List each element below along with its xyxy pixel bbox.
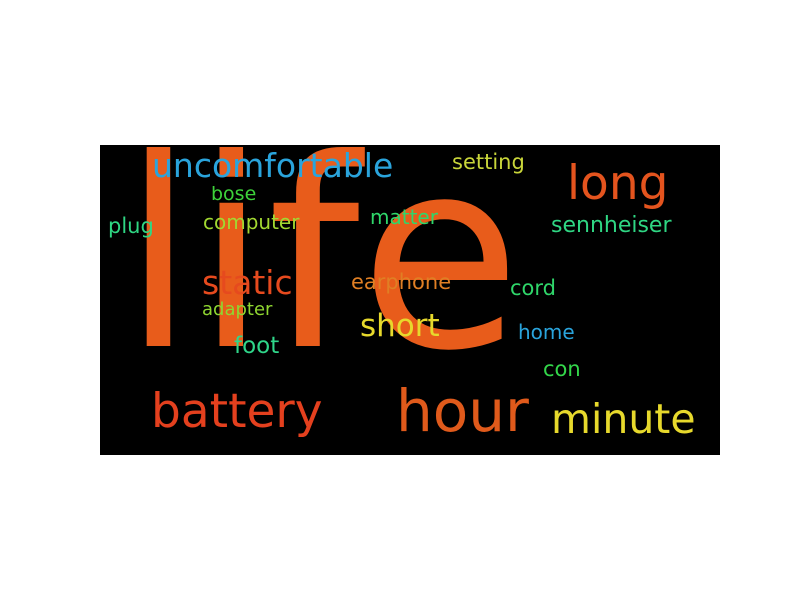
word-con: con bbox=[543, 357, 581, 381]
word-battery: battery bbox=[151, 384, 323, 439]
word-minute: minute bbox=[551, 395, 696, 443]
word-foot: foot bbox=[234, 333, 280, 359]
word-home: home bbox=[518, 320, 575, 344]
word-cloud: life uncomfortable long setting bose com… bbox=[100, 145, 720, 455]
word-plug: plug bbox=[108, 214, 154, 238]
word-static: static bbox=[202, 263, 293, 302]
word-cord: cord bbox=[510, 276, 556, 300]
word-hour: hour bbox=[396, 377, 529, 445]
word-sennheiser: sennheiser bbox=[551, 213, 672, 238]
word-earphone: earphone bbox=[351, 270, 452, 294]
word-bose: bose bbox=[211, 183, 257, 205]
word-short: short bbox=[360, 308, 440, 344]
word-setting: setting bbox=[452, 150, 525, 174]
word-long: long bbox=[567, 156, 669, 211]
word-uncomfortable: uncomfortable bbox=[152, 146, 394, 185]
word-adapter: adapter bbox=[202, 299, 273, 320]
word-matter: matter bbox=[370, 205, 438, 229]
word-computer: computer bbox=[203, 210, 300, 234]
word-life: life bbox=[122, 145, 522, 408]
